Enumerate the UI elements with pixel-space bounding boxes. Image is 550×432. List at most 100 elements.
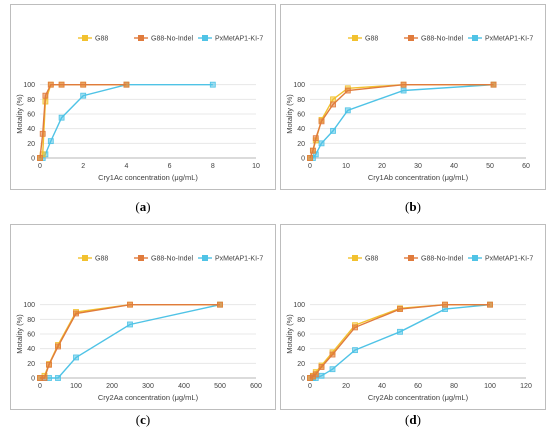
legend-marker (138, 35, 144, 41)
y-tick-label: 100 (23, 82, 35, 89)
data-point (58, 81, 65, 88)
data-point (37, 155, 43, 161)
data-point (352, 324, 358, 331)
chart-frame (280, 224, 546, 410)
x-tick-label: 10 (342, 163, 350, 170)
x-tick-label: 30 (414, 163, 422, 170)
data-point (344, 87, 351, 94)
x-axis-label: Cry2Ab concentration (μg/mL) (368, 393, 469, 402)
chart-frame (10, 224, 276, 410)
data-point (442, 301, 448, 308)
legend-item: PxMetAP1-KI-7 (468, 255, 533, 263)
data-point (80, 81, 87, 88)
data-point (330, 101, 336, 108)
x-tick-label: 60 (522, 163, 530, 170)
x-tick-label: 60 (414, 383, 422, 390)
data-point (46, 361, 52, 368)
legend-item: G88-No-Indel (134, 255, 193, 263)
x-axis-label: Cry1Ac concentration (μg/mL) (98, 173, 198, 182)
y-tick-label: 40 (297, 126, 305, 133)
data-point (73, 310, 79, 317)
data-point (55, 375, 61, 381)
legend-label: G88 (95, 256, 108, 263)
x-tick-label: 300 (142, 383, 154, 390)
legend-item: PxMetAP1-KI-7 (198, 255, 263, 263)
data-point (352, 347, 358, 354)
x-axis-label: Cry2Aa concentration (μg/mL) (98, 393, 199, 402)
legend-marker (352, 255, 358, 261)
legend-label: PxMetAP1-KI-7 (215, 36, 263, 43)
data-point (329, 351, 336, 358)
data-point (400, 81, 407, 88)
legend-label: PxMetAP1-KI-7 (485, 36, 533, 43)
data-point (47, 81, 54, 88)
y-tick-label: 80 (27, 97, 35, 104)
legend-marker (82, 35, 88, 41)
data-point (209, 81, 216, 88)
legend-marker (138, 255, 144, 261)
x-tick-label: 0 (38, 163, 42, 170)
y-tick-label: 80 (27, 317, 35, 324)
data-point (123, 81, 130, 88)
data-point (329, 366, 336, 373)
y-tick-label: 40 (27, 346, 35, 353)
data-point (312, 371, 319, 378)
data-point (55, 343, 61, 350)
y-tick-label: 20 (27, 361, 35, 368)
y-tick-label: 60 (297, 332, 305, 339)
legend-label: G88 (365, 36, 378, 43)
data-point (490, 81, 497, 88)
data-point (127, 321, 133, 328)
legend-marker (202, 255, 208, 261)
y-tick-label: 0 (301, 156, 305, 163)
x-tick-label: 20 (342, 383, 350, 390)
legend-label: G88 (365, 256, 378, 263)
y-tick-label: 20 (297, 141, 305, 148)
data-point (400, 87, 407, 94)
legend-item: G88-No-Indel (134, 35, 193, 43)
chart-frame (280, 4, 546, 190)
x-tick-label: 120 (520, 383, 532, 390)
data-point (309, 147, 316, 154)
x-tick-label: 0 (38, 383, 42, 390)
legend-item: G88-No-Indel (404, 35, 463, 43)
legend-item: PxMetAP1-KI-7 (198, 35, 263, 43)
y-tick-label: 0 (31, 376, 35, 383)
y-axis-label: Motality (%) (15, 94, 24, 134)
data-point (80, 92, 87, 99)
x-tick-label: 50 (486, 163, 494, 170)
data-point (41, 375, 48, 381)
data-point (39, 130, 46, 137)
x-tick-label: 40 (378, 383, 386, 390)
y-tick-label: 80 (297, 97, 305, 104)
data-point (330, 96, 336, 103)
legend-label: G88-No-Indel (421, 256, 463, 263)
legend-label: PxMetAP1-KI-7 (485, 256, 533, 263)
y-axis-label: Motality (%) (285, 314, 294, 354)
legend-marker (408, 255, 414, 261)
chart-svg: 0 20 40 60 80 100 0 2 4 6 8 10 Cry1Ac concentration … (10, 4, 276, 190)
y-tick-label: 100 (23, 302, 35, 309)
legend-marker (472, 255, 478, 261)
y-axis-label: Motality (%) (285, 94, 294, 134)
legend-item: G88-No-Indel (404, 255, 463, 263)
y-tick-label: 20 (27, 141, 35, 148)
y-tick-label: 100 (293, 302, 305, 309)
data-point (397, 328, 403, 335)
y-tick-label: 80 (297, 317, 305, 324)
y-tick-label: 60 (27, 112, 35, 119)
legend-label: G88-No-Indel (151, 36, 193, 43)
legend-marker (472, 35, 478, 41)
x-tick-label: 20 (378, 163, 386, 170)
x-tick-label: 0 (308, 383, 312, 390)
data-point (42, 92, 49, 99)
y-tick-label: 40 (297, 346, 305, 353)
caption-b: (b) (405, 199, 421, 214)
legend-marker (202, 35, 208, 41)
data-point (127, 301, 133, 308)
chart-frame (10, 4, 276, 190)
y-tick-label: 0 (31, 156, 35, 163)
data-point (318, 118, 325, 125)
legend-marker (352, 35, 358, 41)
data-point (73, 354, 79, 361)
